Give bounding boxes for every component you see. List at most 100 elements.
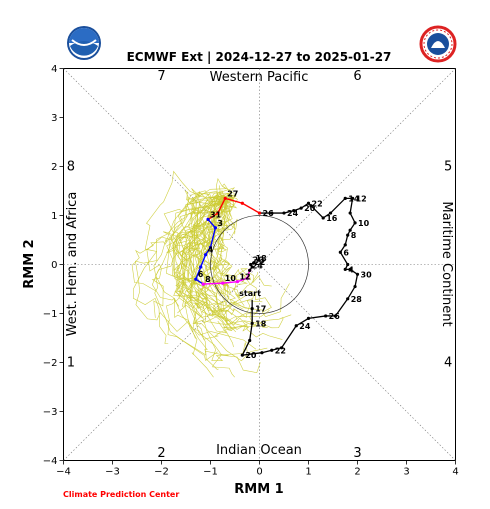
x-tick-label: −3 xyxy=(105,467,120,478)
y-tick-label: 3 xyxy=(51,113,57,124)
ensemble-member-line xyxy=(212,200,290,318)
observed-point xyxy=(343,243,347,247)
forecast-mean-point xyxy=(206,217,210,222)
phase-number: 3 xyxy=(353,446,361,461)
forecast-mean-point xyxy=(194,277,198,281)
y-tick-label: −2 xyxy=(43,358,58,369)
phase-number: 6 xyxy=(353,69,361,84)
forecast-point-label: 4 xyxy=(208,246,214,255)
ensemble-member-line xyxy=(193,200,238,324)
observed-point xyxy=(348,211,352,215)
forecast-mean-point xyxy=(216,211,220,215)
observed-point-label: 16 xyxy=(326,214,338,223)
observed-point xyxy=(343,196,347,200)
observed-point xyxy=(306,201,311,205)
region-right: Maritime Continent xyxy=(439,201,454,326)
x-tick-label: 2 xyxy=(354,467,360,478)
start-label: start xyxy=(239,289,261,298)
forecast-point-label: 3 xyxy=(217,219,223,228)
observed-point-label: 26 xyxy=(329,312,341,321)
forecast-mean-point xyxy=(245,276,249,280)
observed-point xyxy=(260,351,264,355)
observed-point xyxy=(279,346,284,350)
observed-trajectory xyxy=(240,196,360,357)
observed-point xyxy=(270,348,274,352)
ensemble-member-line xyxy=(186,193,228,315)
observed-point xyxy=(346,233,350,237)
observed-point-label: 22 xyxy=(312,199,323,208)
phase-dividers xyxy=(63,68,456,461)
forecast-mean-point xyxy=(201,282,205,286)
forecast-point-label: 12 xyxy=(239,273,250,282)
forecast-point-label: 18 xyxy=(256,254,268,263)
forecast-mean-point xyxy=(204,253,208,257)
phase-number: 7 xyxy=(157,69,165,84)
observed-point xyxy=(248,338,252,343)
observed-point-label: 8 xyxy=(351,231,357,240)
forecast-mean-point xyxy=(235,280,240,284)
forecast-point-label: 24 xyxy=(252,261,264,270)
x-tick-label: −1 xyxy=(203,467,218,478)
observed-point xyxy=(282,211,286,215)
observed-point xyxy=(348,228,352,232)
observed-point xyxy=(250,307,254,311)
phase-number: 5 xyxy=(444,160,452,175)
observed-point xyxy=(328,211,333,215)
forecast-point-label: 27 xyxy=(227,189,238,198)
credit-text: Climate Prediction Center xyxy=(63,490,179,499)
observed-point xyxy=(338,250,342,254)
phase-number: 8 xyxy=(67,160,75,175)
forecast-mean-point xyxy=(249,262,253,267)
phase-number: 2 xyxy=(157,446,165,461)
observed-point-label: 22 xyxy=(275,346,286,355)
observed-point-label: 4 xyxy=(348,265,354,274)
x-tick-label: 3 xyxy=(403,467,409,478)
y-tick-label: −3 xyxy=(43,407,58,418)
observed-point-label: 6 xyxy=(343,248,349,257)
forecast-point-label: 22 xyxy=(254,258,265,267)
noaa-logo-icon xyxy=(67,26,101,60)
forecast-mean-point xyxy=(252,261,256,265)
observed-point xyxy=(355,272,360,276)
observed-point xyxy=(333,314,338,318)
ensemble-member-line xyxy=(197,200,234,348)
ensemble-member-line xyxy=(153,190,235,378)
x-tick-label: −2 xyxy=(154,467,169,478)
observed-point xyxy=(240,353,244,357)
observed-point xyxy=(346,297,350,301)
observed-point-label: 17 xyxy=(255,305,266,314)
forecast-mean-point xyxy=(248,268,252,272)
ensemble-member-line xyxy=(211,200,248,292)
observed-point-label: 24 xyxy=(299,322,311,331)
ensemble-member-line xyxy=(131,200,226,292)
forecast-mean-point xyxy=(250,265,254,269)
forecast-point-label: 6 xyxy=(198,270,204,279)
observed-point-label: 26 xyxy=(263,209,275,218)
unit-circle-ring xyxy=(210,215,309,314)
observed-point-label: 28 xyxy=(351,295,363,304)
observed-point xyxy=(346,262,350,267)
observed-point xyxy=(348,267,352,271)
forecast-point-label: 8 xyxy=(205,275,211,284)
observed-point-label: 30 xyxy=(361,270,373,279)
point-labels: 17182022242628304681012141622202426start… xyxy=(198,189,372,360)
observed-point-label: 20 xyxy=(304,204,316,213)
observed-point xyxy=(270,211,274,215)
ensemble-member-line xyxy=(195,200,246,304)
ensemble-member-line xyxy=(217,200,272,287)
x-axis-label: RMM 1 xyxy=(234,482,283,497)
ensemble-member-line xyxy=(174,191,226,340)
observed-point xyxy=(250,321,254,325)
forecast-point-label: 31 xyxy=(210,210,222,219)
region-left: West. Hem. and Africa xyxy=(65,192,80,337)
x-tick-label: −4 xyxy=(56,467,71,478)
unit-circle xyxy=(210,215,309,314)
observed-point xyxy=(299,206,303,210)
forecast-mean-point xyxy=(221,281,225,285)
region-bottom: Indian Ocean xyxy=(216,443,302,458)
y-axis-label: RMM 2 xyxy=(22,239,37,288)
observed-point xyxy=(309,204,313,208)
ensemble-member-line xyxy=(212,200,259,297)
forecast-mean-point xyxy=(257,211,262,215)
